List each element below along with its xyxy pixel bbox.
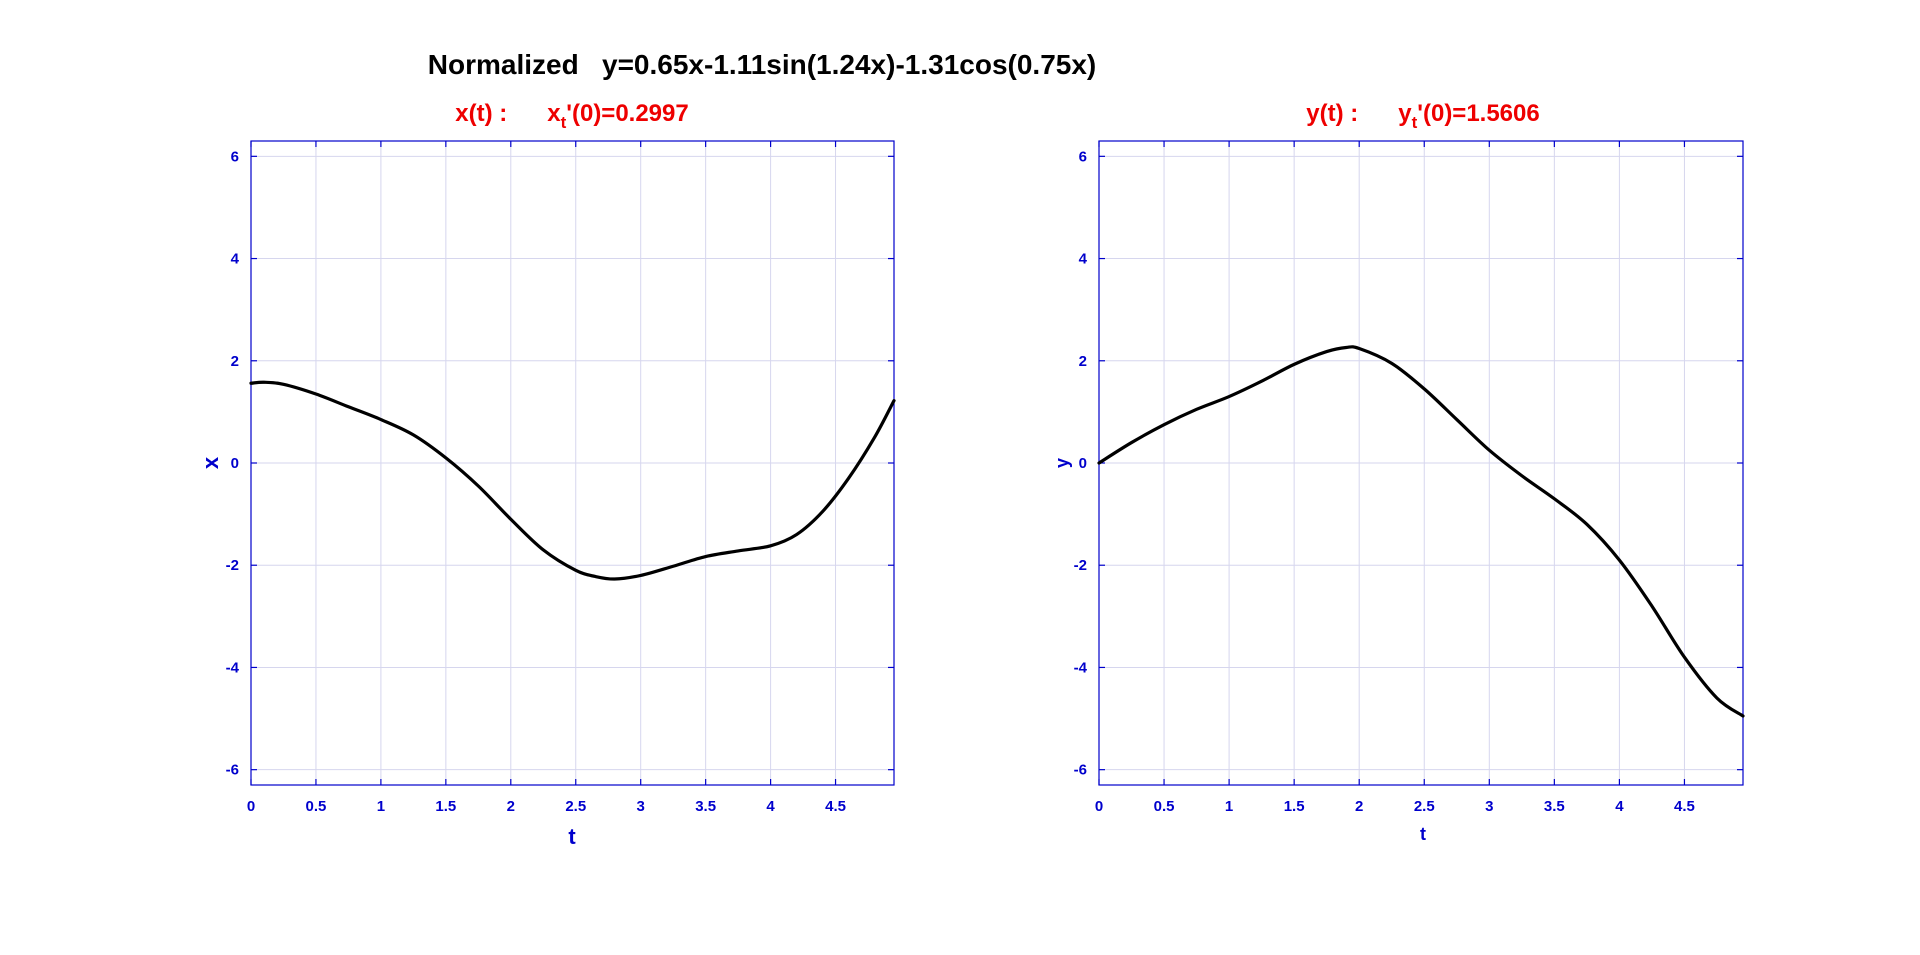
panel-y-ticks — [1098, 141, 1743, 785]
panel-x-title: x(t) : xt'(0)=0.2997 — [455, 100, 688, 132]
x-tick-label: 3 — [637, 798, 645, 815]
x-tick-label: 1.5 — [435, 798, 456, 815]
x-tick-label: 1 — [377, 798, 385, 815]
y-tick-label: -2 — [1074, 557, 1087, 574]
y-tick-label: -6 — [1074, 762, 1087, 779]
panel-x-grid — [250, 141, 894, 785]
panel-y-grid — [1098, 141, 1743, 785]
panel-x-ticks — [250, 141, 894, 785]
y-tick-label: 2 — [231, 353, 239, 370]
panel-y-xlabel: t — [1420, 824, 1426, 844]
panel-x-xlabel: t — [568, 824, 576, 849]
panel-x-ylabel: x — [198, 456, 223, 469]
panel-x-tick-labels: 0 0.5 1 1.5 2 2.5 3 3.5 4 4.5 6 4 2 0 -2 -4 -6 — [226, 148, 846, 815]
x-tick-label: 0 — [1095, 798, 1103, 815]
x-tick-label: 1.5 — [1284, 798, 1305, 815]
series-line-y — [1097, 345, 1745, 718]
x-tick-label: 4 — [1615, 798, 1624, 815]
panel-y-tick-labels: 0 0.5 1 1.5 2 2.5 3 3.5 4 4.5 6 4 2 0 -2 -4 -6 — [1074, 148, 1695, 815]
series-line-x — [249, 380, 896, 581]
x-tick-label: 0.5 — [1154, 798, 1175, 815]
y-tick-label: 6 — [231, 148, 239, 165]
figure-title: Normalized y=0.65x-1.11sin(1.24x)-1.31co… — [428, 49, 1097, 80]
y-tick-label: -6 — [226, 762, 239, 779]
y-tick-label: 2 — [1079, 353, 1087, 370]
panel-y-of-t: y(t) : yt'(0)=1.5606 0 0.5 1 1.5 2 2.5 3 3.5 4 4.5… — [1052, 100, 1745, 844]
panel-y-ylabel: y — [1052, 458, 1072, 468]
x-tick-label: 1 — [1225, 798, 1233, 815]
y-tick-label: 4 — [231, 251, 240, 268]
x-tick-label: 0 — [247, 798, 255, 815]
panel-y-title: y(t) : yt'(0)=1.5606 — [1306, 100, 1539, 132]
y-tick-label: 6 — [1079, 148, 1087, 165]
x-tick-label: 2.5 — [1414, 798, 1435, 815]
y-tick-label: -4 — [1074, 659, 1088, 676]
x-tick-label: 2 — [1355, 798, 1363, 815]
x-tick-label: 4 — [766, 798, 775, 815]
x-tick-label: 3 — [1485, 798, 1493, 815]
x-tick-label: 3.5 — [1544, 798, 1565, 815]
x-tick-label: 0.5 — [306, 798, 327, 815]
panel-x-of-t: x(t) : xt'(0)=0.2997 0 0.5 1 1.5 2 2.5 3 3.5 4 4.5… — [198, 100, 896, 849]
y-tick-label: 0 — [231, 455, 239, 472]
x-tick-label: 4.5 — [1674, 798, 1695, 815]
x-tick-label: 3.5 — [695, 798, 716, 815]
y-tick-label: -2 — [226, 557, 239, 574]
y-tick-label: 0 — [1079, 455, 1087, 472]
x-tick-label: 2.5 — [565, 798, 586, 815]
y-tick-label: 4 — [1079, 251, 1088, 268]
y-tick-label: -4 — [226, 659, 240, 676]
x-tick-label: 2 — [507, 798, 515, 815]
x-tick-label: 4.5 — [825, 798, 846, 815]
